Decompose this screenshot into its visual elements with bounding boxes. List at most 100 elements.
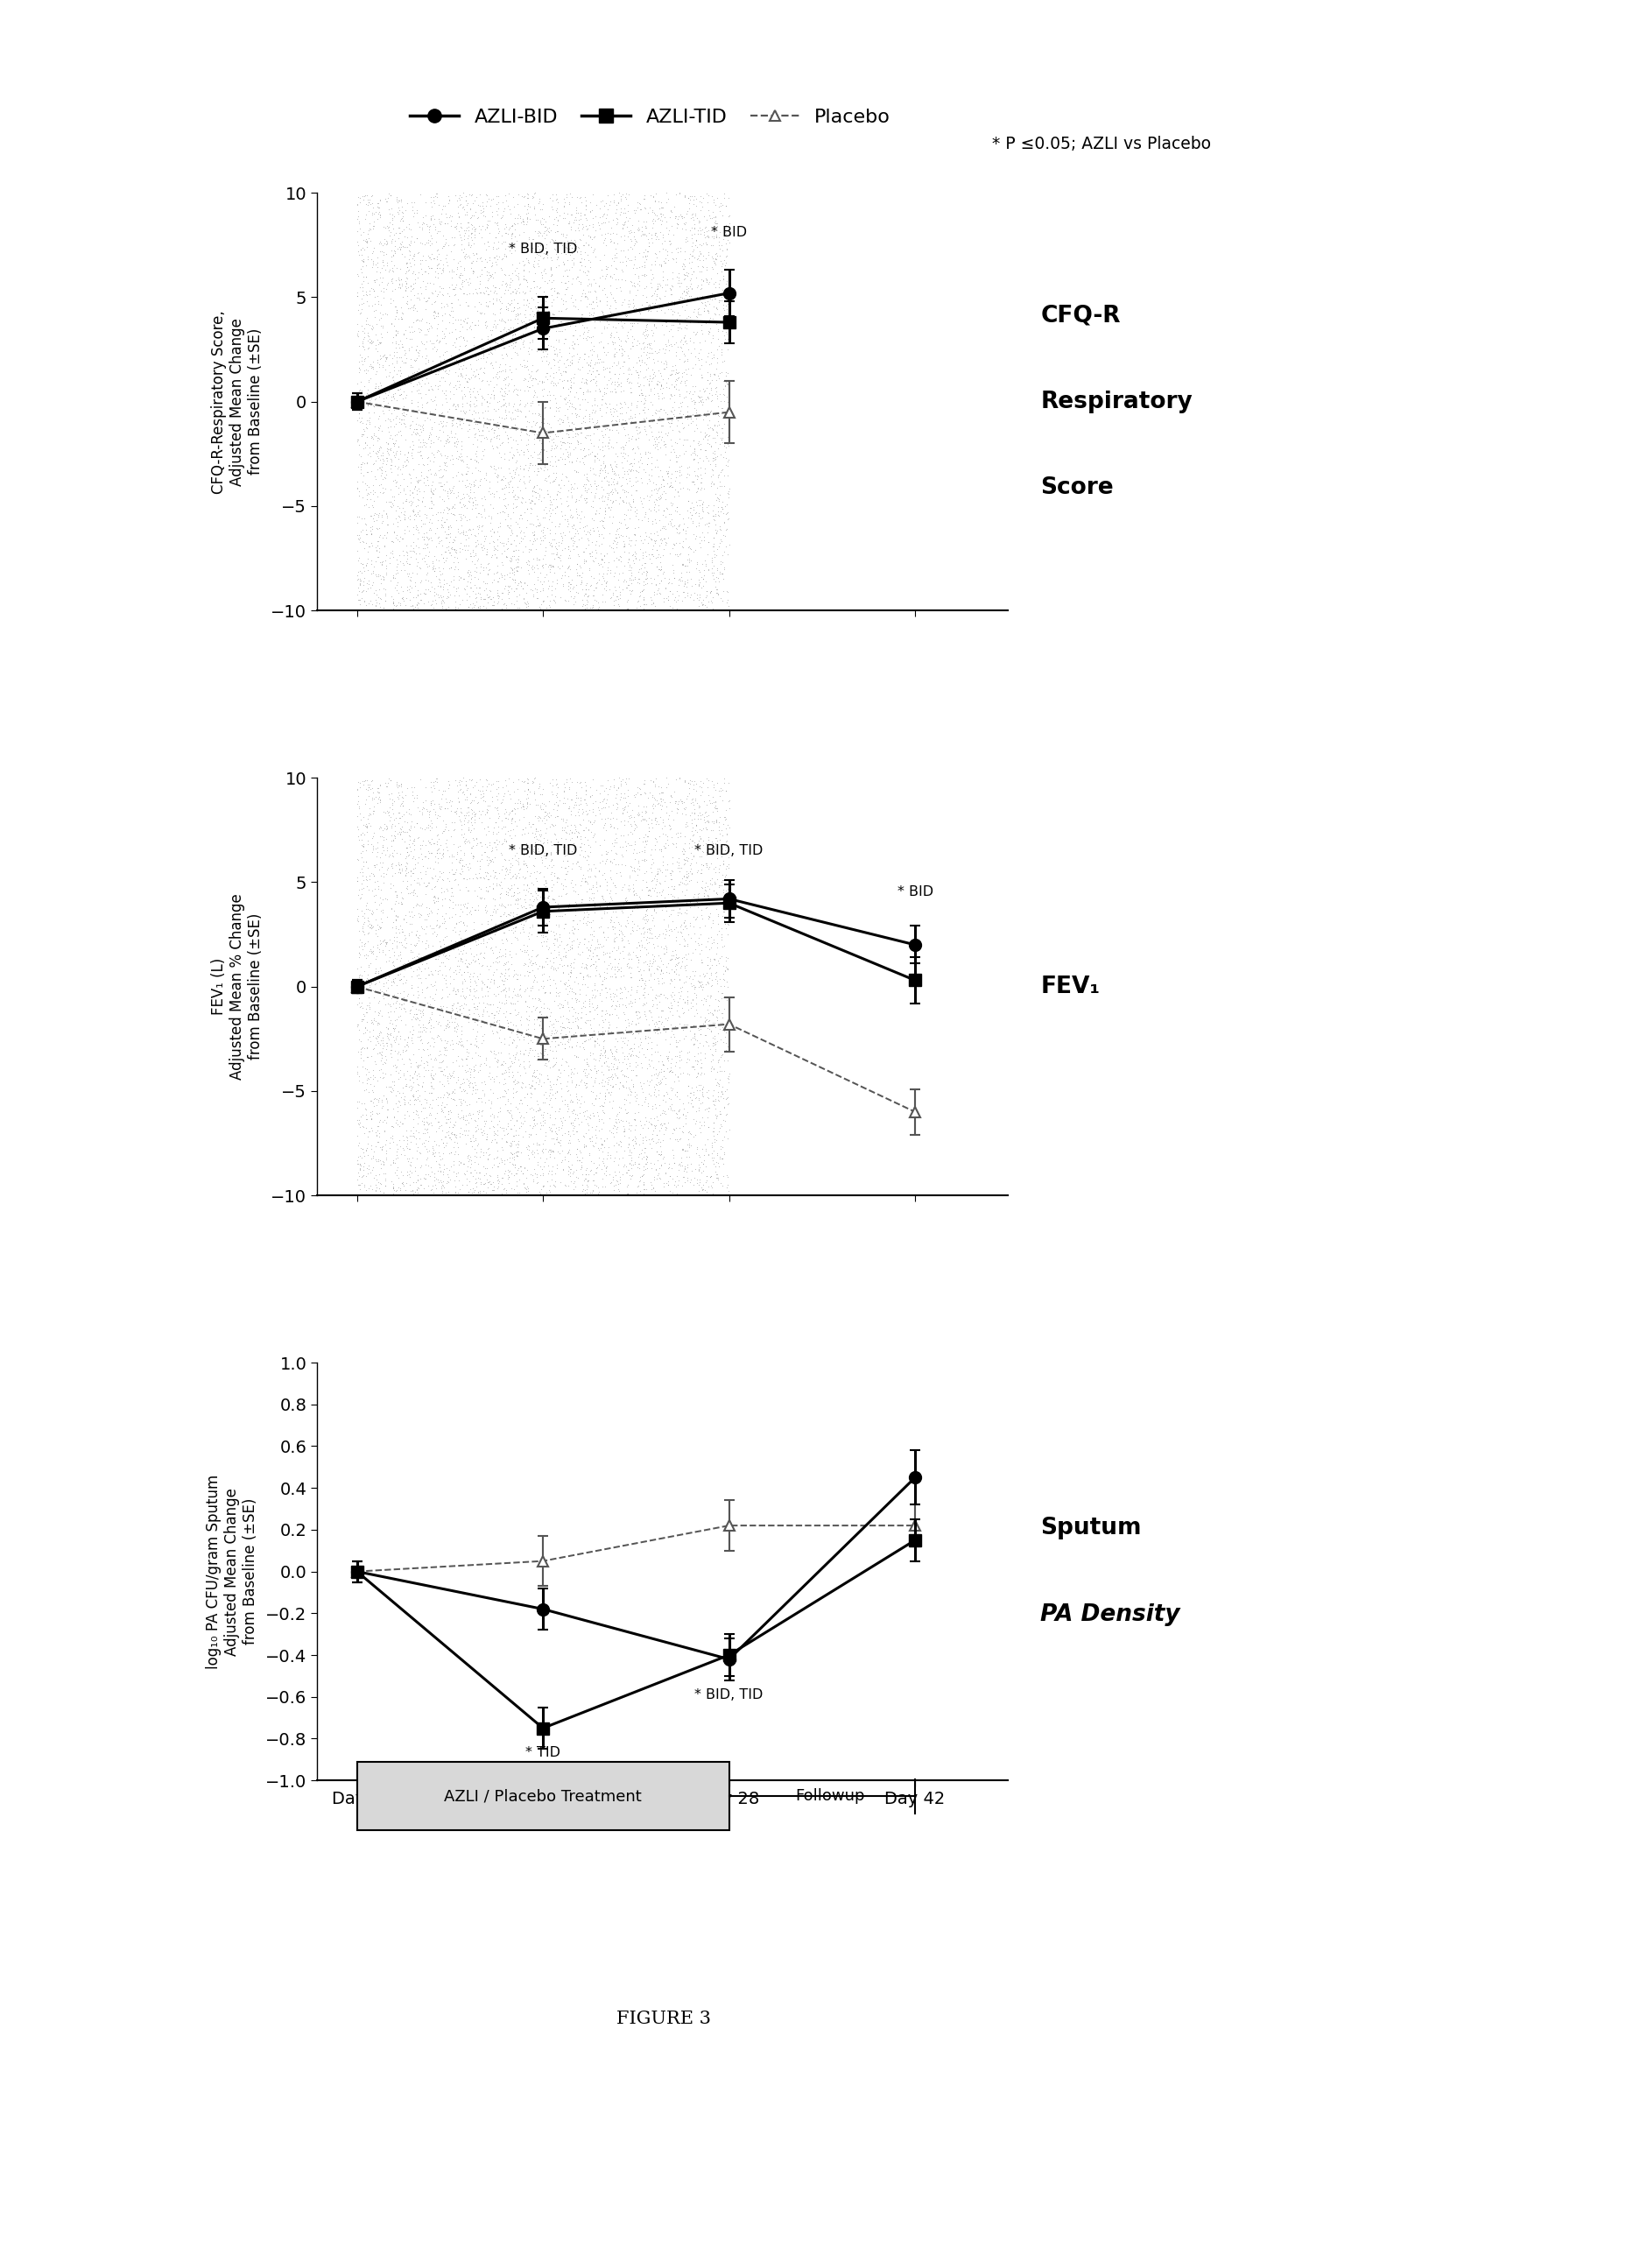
Point xyxy=(455,1116,481,1152)
Point xyxy=(457,850,483,887)
Point xyxy=(665,814,691,850)
Point xyxy=(406,281,433,318)
Point xyxy=(680,982,706,1018)
Point xyxy=(711,871,737,907)
Point xyxy=(476,801,502,837)
Point xyxy=(384,966,410,1002)
Point xyxy=(624,191,650,227)
Point xyxy=(714,1025,740,1061)
Point xyxy=(525,590,551,626)
Point xyxy=(363,435,389,472)
Point xyxy=(712,367,738,404)
Point xyxy=(442,896,468,932)
Point xyxy=(441,1116,467,1152)
Point xyxy=(649,420,675,456)
Point xyxy=(522,454,548,490)
Point xyxy=(660,846,686,882)
Point xyxy=(693,322,719,358)
Point xyxy=(639,277,665,313)
Point xyxy=(556,962,582,998)
Point xyxy=(509,522,535,558)
Point xyxy=(694,284,720,320)
Point xyxy=(450,928,476,964)
Point xyxy=(457,955,483,991)
Point xyxy=(593,279,620,315)
Point xyxy=(564,1080,590,1116)
Point xyxy=(556,572,582,608)
Point xyxy=(597,975,623,1012)
Point xyxy=(446,197,472,234)
Point xyxy=(403,1163,429,1200)
Point xyxy=(502,256,528,293)
Point xyxy=(628,1107,654,1143)
Point xyxy=(545,274,571,311)
Point xyxy=(506,1064,532,1100)
Point xyxy=(649,1046,675,1082)
Point xyxy=(654,490,680,526)
Point xyxy=(528,1098,554,1134)
Point xyxy=(468,1093,494,1129)
Point xyxy=(593,996,620,1032)
Point xyxy=(489,782,515,819)
Point xyxy=(436,531,462,567)
Point xyxy=(493,857,519,894)
Point xyxy=(433,542,459,578)
Point xyxy=(545,978,571,1014)
Point xyxy=(646,342,672,379)
Point xyxy=(473,1005,499,1041)
Point xyxy=(423,456,449,492)
Point xyxy=(538,422,564,458)
Point xyxy=(428,467,454,503)
Point xyxy=(351,916,377,953)
Point xyxy=(688,465,714,501)
Point xyxy=(613,479,639,515)
Point xyxy=(384,356,410,392)
Point xyxy=(603,1048,629,1084)
Point xyxy=(350,762,376,798)
Point xyxy=(530,1107,556,1143)
Point xyxy=(602,1107,628,1143)
Point xyxy=(678,238,704,274)
Point xyxy=(493,460,519,497)
Point xyxy=(663,197,689,234)
Point xyxy=(400,1064,426,1100)
Point xyxy=(455,406,481,442)
Point xyxy=(551,862,577,898)
Point xyxy=(584,930,610,966)
Point xyxy=(693,549,719,585)
Point xyxy=(711,1118,737,1154)
Point xyxy=(611,204,637,240)
Point xyxy=(647,798,673,835)
Point xyxy=(498,542,524,578)
Point xyxy=(707,376,733,413)
Point xyxy=(405,515,431,551)
Point xyxy=(439,252,465,288)
Point xyxy=(431,229,457,265)
Point xyxy=(644,823,670,860)
Point xyxy=(346,519,372,556)
Point xyxy=(600,177,626,213)
Point xyxy=(644,1134,670,1170)
Point xyxy=(574,1046,600,1082)
Point xyxy=(361,497,387,533)
Point xyxy=(620,231,646,268)
Point xyxy=(358,1109,384,1145)
Point xyxy=(403,578,429,615)
Point xyxy=(533,413,559,449)
Point xyxy=(538,1070,564,1107)
Point xyxy=(480,193,506,229)
Point xyxy=(348,231,374,268)
Point xyxy=(550,810,576,846)
Point xyxy=(385,440,411,476)
Point xyxy=(711,370,737,406)
Point xyxy=(537,764,563,801)
Point xyxy=(398,406,424,442)
Point xyxy=(397,361,423,397)
Point xyxy=(348,438,374,474)
Point xyxy=(642,234,668,270)
Point xyxy=(577,218,603,254)
Point xyxy=(660,878,686,914)
Point xyxy=(676,263,702,299)
Point xyxy=(681,837,707,873)
Point xyxy=(408,379,434,415)
